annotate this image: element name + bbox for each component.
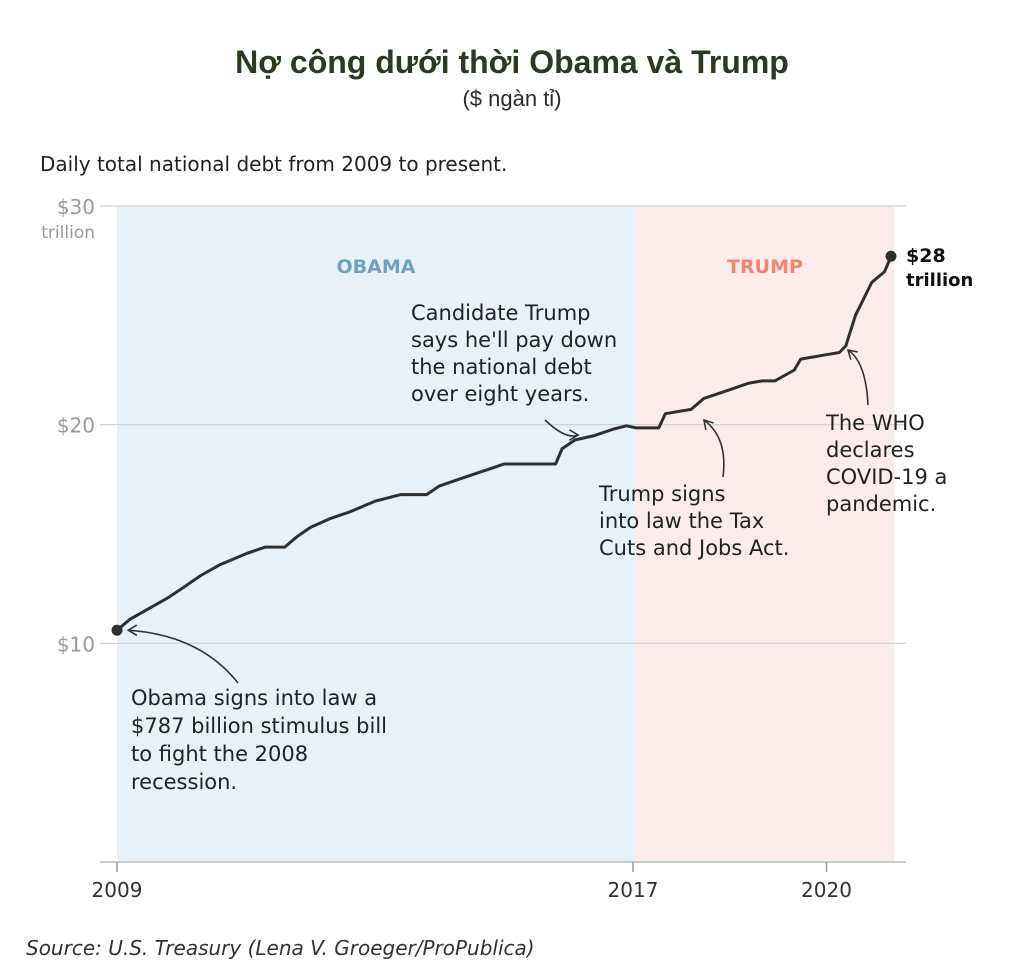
annotation-arrow-covid: [847, 349, 869, 406]
annotation-arrow-obama: [128, 629, 239, 684]
period-label-trump: TRUMP: [727, 256, 803, 278]
period-label-obama: OBAMA: [337, 256, 416, 278]
period-band-trump: [636, 206, 895, 862]
annotation-text-taxcut: Cuts and Jobs Act.: [599, 536, 789, 560]
start-point: [111, 624, 123, 636]
annotation-text-covid: pandemic.: [826, 492, 936, 516]
annotation-text-candidate: Candidate Trump: [411, 301, 591, 325]
annotation-arrow-candidate-head: [569, 429, 580, 441]
annotation-text-covid: COVID-19 a: [826, 465, 947, 489]
x-tick-label: 2009: [92, 878, 143, 902]
chart-description: Daily total national debt from 2009 to p…: [40, 152, 508, 176]
y-tick-label: $10: [57, 632, 95, 656]
annotation-text-obama: Obama signs into law a: [131, 686, 377, 710]
annotation-text-covid: The WHO: [825, 411, 925, 435]
y-tick-label: $20: [57, 414, 95, 438]
page-subtitle: ($ ngàn tỉ): [462, 86, 562, 111]
page-title: Nợ công dưới thời Obama và Trump: [235, 44, 789, 80]
period-band-obama: [117, 206, 637, 862]
annotation-text-candidate: says he'll pay down: [411, 328, 617, 352]
source-note: Source: U.S. Treasury (Lena V. Groeger/P…: [26, 936, 535, 960]
annotation-arrow-covid-head: [846, 348, 858, 360]
debt-series-line: [116, 255, 893, 632]
end-value-label: $28: [906, 245, 946, 267]
annotation-text-covid: declares: [826, 438, 915, 462]
annotation-text-obama: to fight the 2008: [131, 742, 308, 766]
y-tick-sublabel: trillion: [41, 223, 95, 243]
annotation-text-candidate: over eight years.: [411, 382, 589, 406]
annotation-text-obama: $787 billion stimulus bill: [131, 714, 387, 738]
x-tick-label: 2020: [801, 878, 852, 902]
end-point: [885, 250, 897, 262]
x-tick-label: 2017: [608, 878, 659, 902]
annotation-arrow-taxcut: [703, 419, 725, 478]
y-tick-label: $30: [57, 195, 95, 219]
annotation-text-taxcut: Trump signs: [598, 482, 726, 506]
annotation-arrow-obama-head: [126, 624, 138, 637]
annotation-arrow-taxcut-head: [702, 418, 714, 430]
end-unit-label: trillion: [906, 270, 973, 291]
annotation-text-obama: recession.: [131, 770, 237, 794]
annotation-text-taxcut: into law the Tax: [599, 509, 764, 533]
annotation-text-candidate: the national debt: [411, 355, 592, 379]
